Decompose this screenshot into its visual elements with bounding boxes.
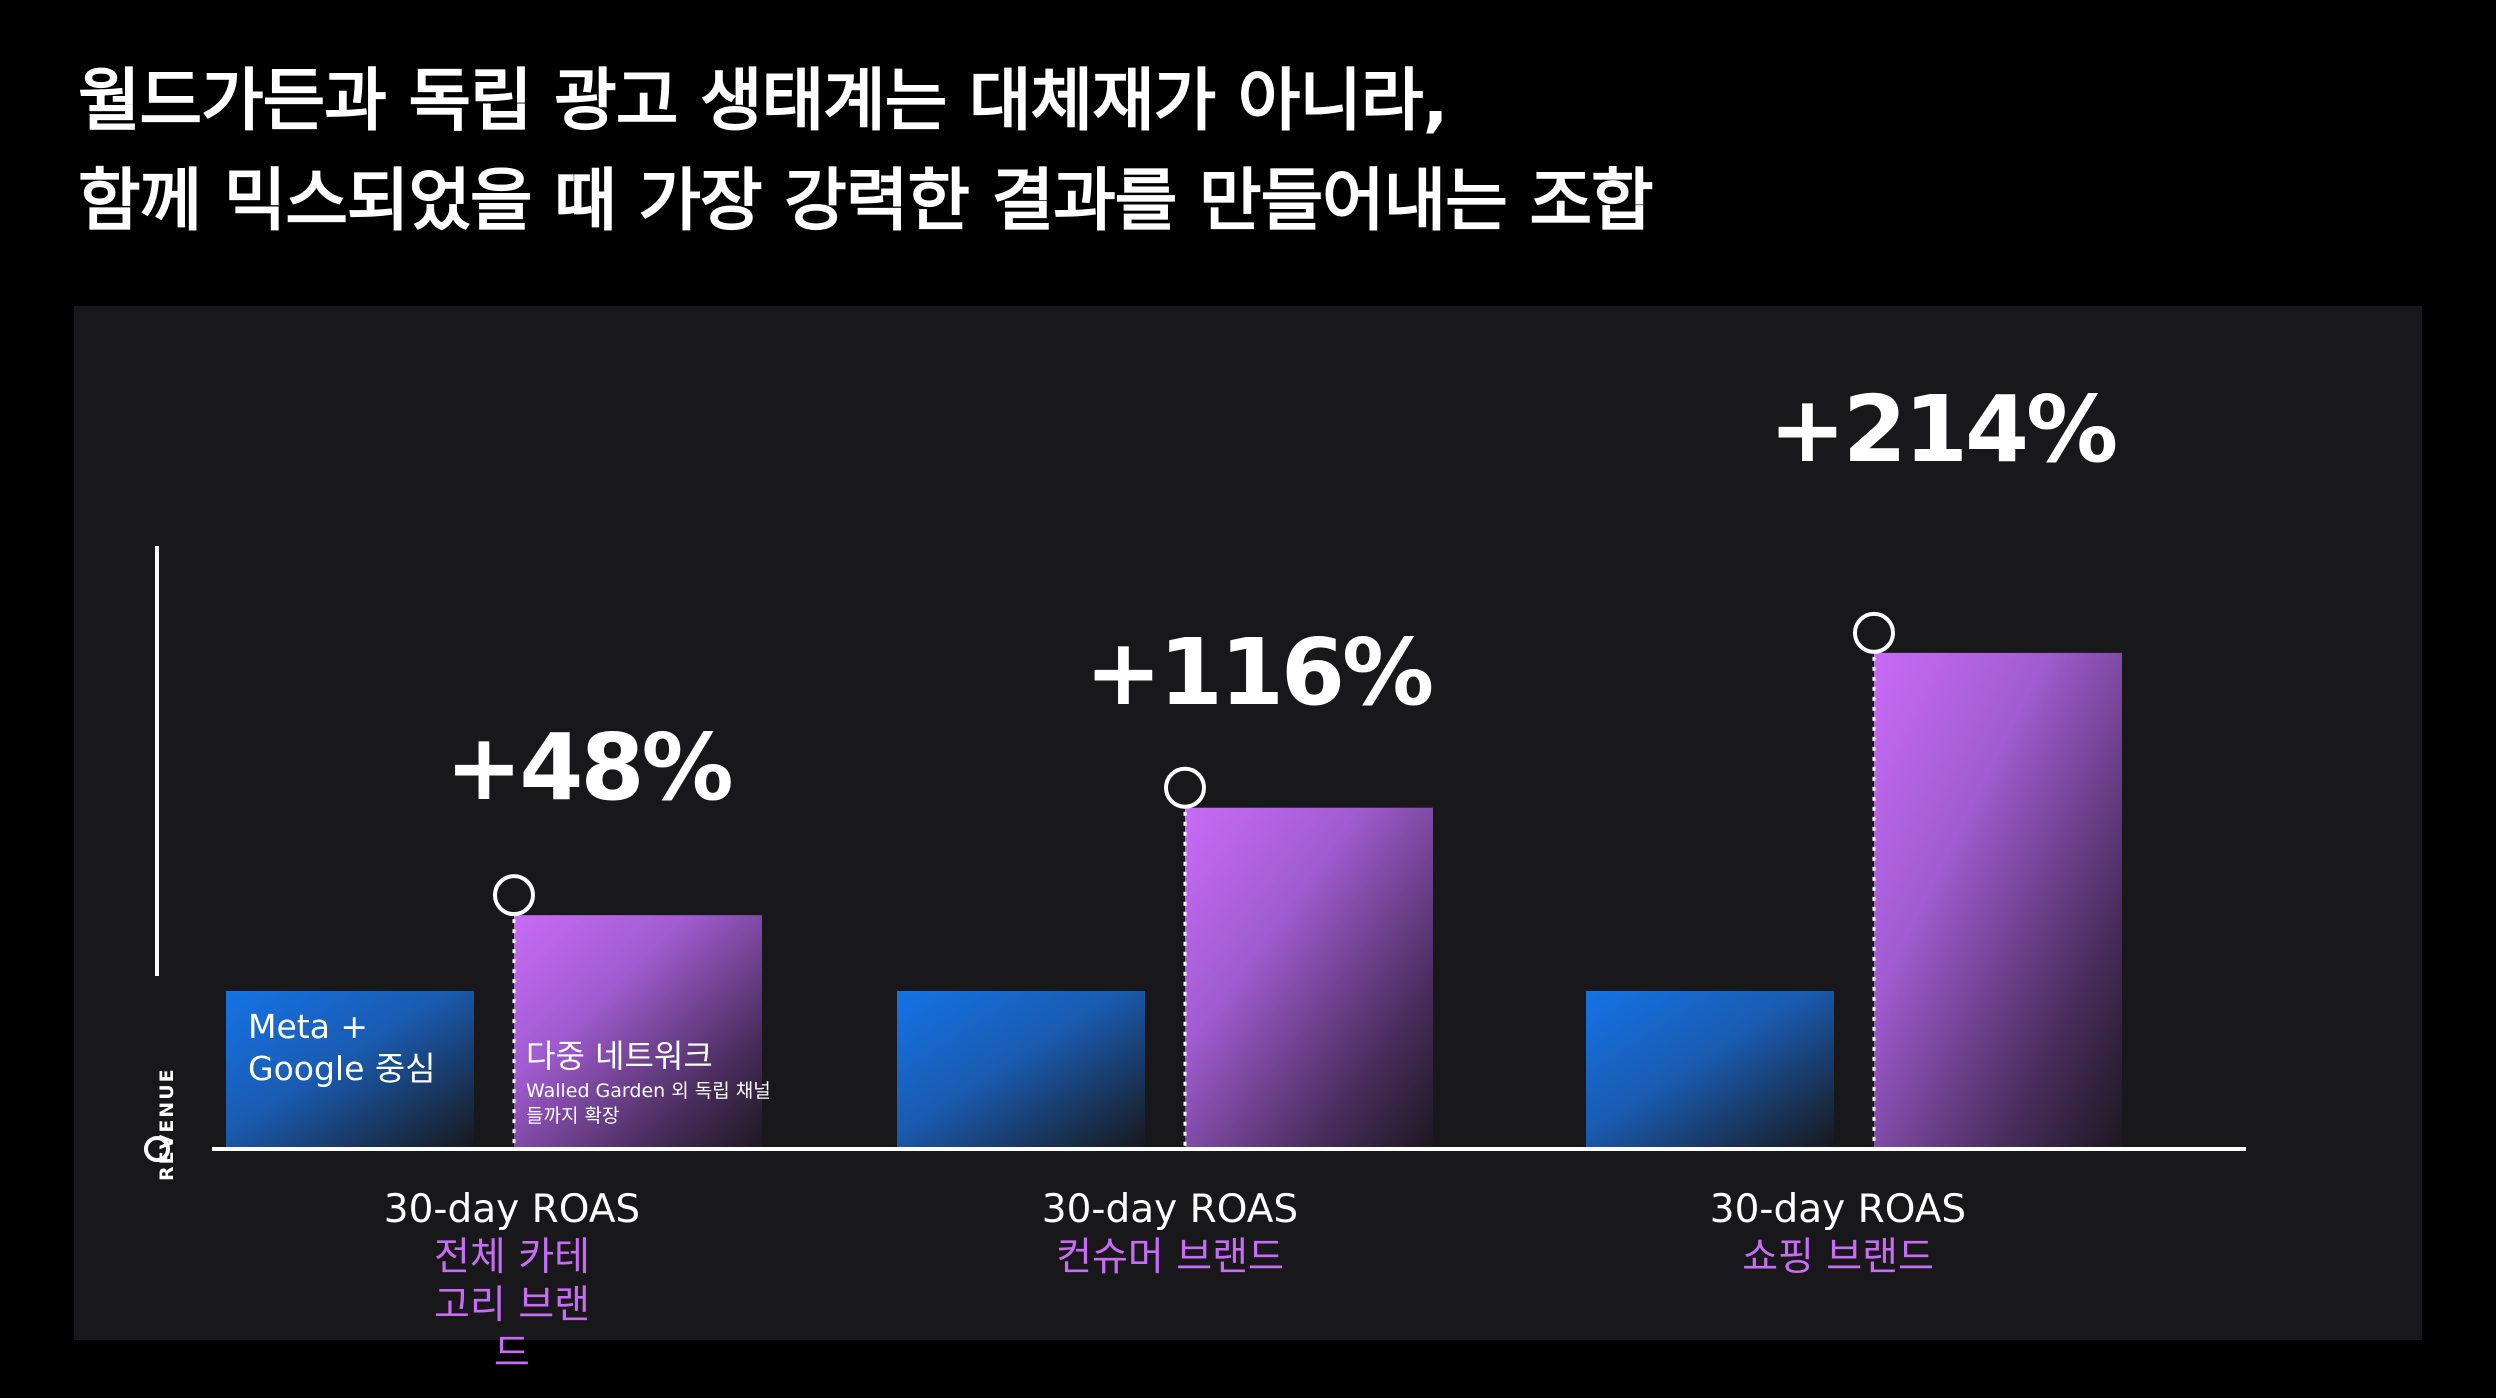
base-bar-2 [897, 991, 1145, 1149]
x-category-1-metric: 30-day ROAS [383, 1187, 641, 1232]
origin-marker [144, 1136, 170, 1162]
uplift-bar-3 [1874, 652, 2122, 1149]
x-category-3-metric: 30-day ROAS [1709, 1187, 1967, 1232]
page-title: 월드가든과 독립 광고 생태계는 대체재가 아니라, 함께 믹스되었을 때 가장… [78, 52, 2438, 252]
chart-panel: REVENUE Meta + Google 중심 다중 네트워크 Walled … [74, 306, 2422, 1376]
x-category-1: 30-day ROAS 전체 카테고리 브랜드 [282, 1186, 742, 1378]
x-category-1-segment: 전체 카테고리 브랜드 [434, 1235, 590, 1376]
page-title-line-2: 함께 믹스되었을 때 가장 강력한 결과를 만들어내는 조합 [78, 162, 1654, 241]
base-bar-3 [1586, 991, 1834, 1149]
y-axis-label: REVENUE [156, 1067, 178, 1181]
uplift-marker-3 [1853, 611, 1895, 654]
x-category-3: 30-day ROAS 쇼핑 브랜드 [1608, 1186, 2068, 1282]
uplift-label-3: +214% [1768, 376, 2118, 483]
uplift-marker-1 [493, 874, 535, 917]
base-bar-label: Meta + Google 중심 [248, 1007, 436, 1088]
uplift-marker-2 [1164, 766, 1206, 809]
multi-network-bar-sublabel: Walled Garden 외 독립 채널들까지 확장 [526, 1080, 771, 1127]
multi-network-bar-label: 다중 네트워크 [526, 1037, 713, 1075]
uplift-label-2: +116% [1084, 619, 1434, 726]
uplift-bar-1 [514, 915, 762, 1149]
uplift-label-1: +48% [445, 714, 733, 821]
x-category-2-metric: 30-day ROAS [1041, 1187, 1299, 1232]
x-category-2-segment: 컨슈머 브랜드 [1056, 1235, 1284, 1280]
base-bar-1 [226, 991, 474, 1149]
uplift-bar-2 [1185, 807, 1433, 1149]
revenue-bar-chart [144, 546, 2246, 1162]
x-category-2: 30-day ROAS 컨슈머 브랜드 [940, 1186, 1400, 1282]
x-category-3-segment: 쇼핑 브랜드 [1742, 1235, 1934, 1280]
page-title-line-1: 월드가든과 독립 광고 생태계는 대체재가 아니라, [78, 62, 1448, 141]
